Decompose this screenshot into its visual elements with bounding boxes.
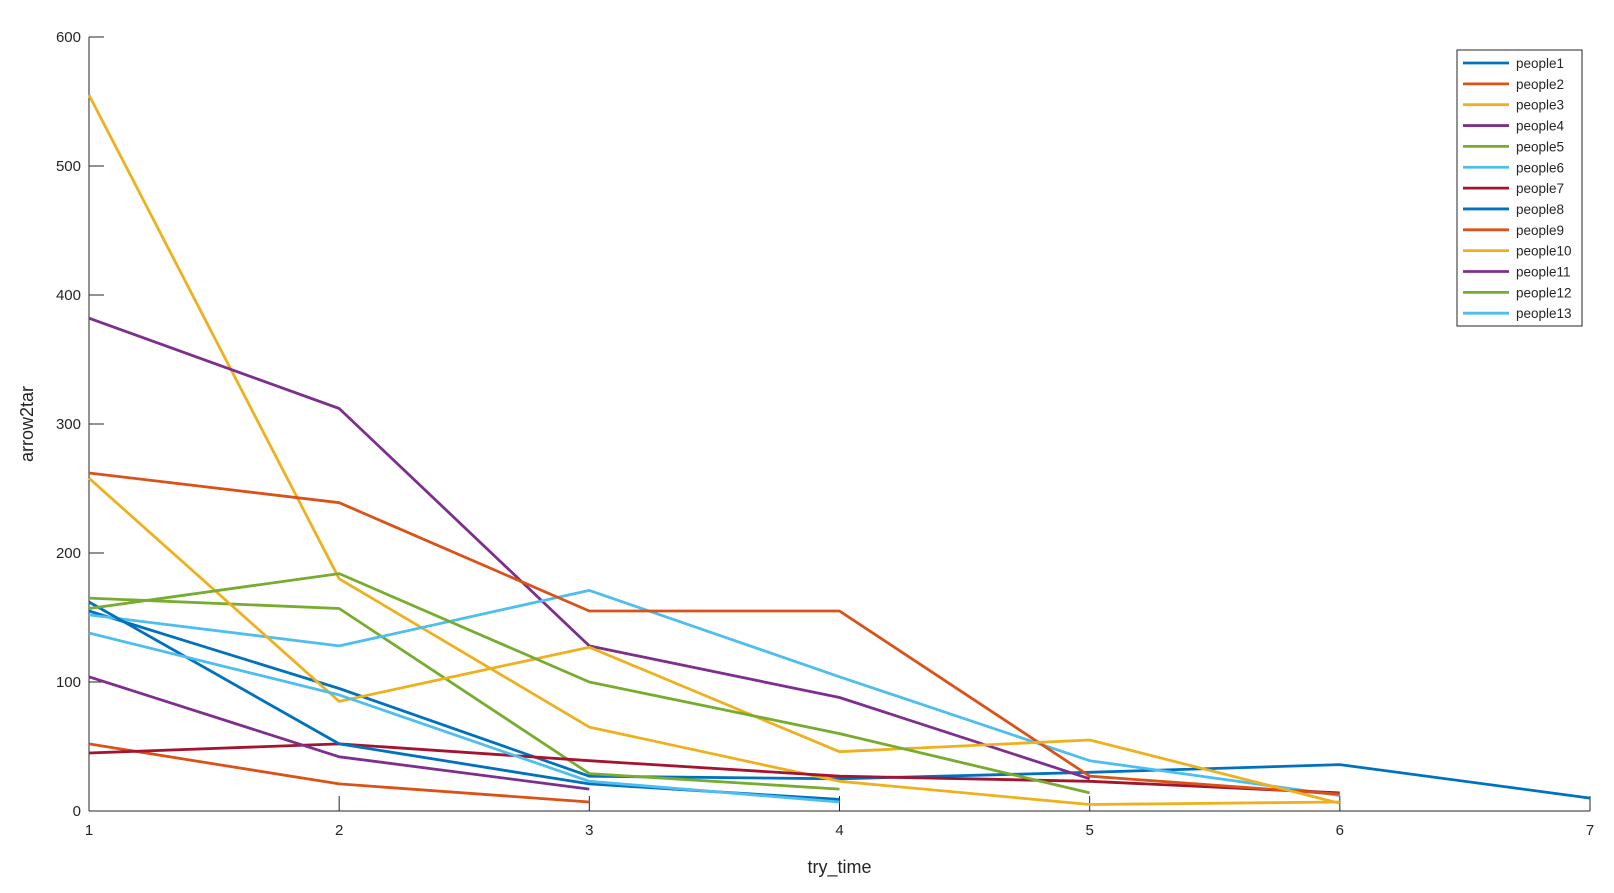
y-tick-label: 500 bbox=[56, 158, 81, 175]
legend-label: people4 bbox=[1516, 119, 1565, 134]
legend-entry: people3 bbox=[1463, 98, 1564, 113]
legend-entry: people12 bbox=[1463, 285, 1572, 300]
series-line-people1 bbox=[88, 609, 1591, 800]
legend-entry: people13 bbox=[1463, 306, 1572, 321]
x-tick-label: 1 bbox=[85, 822, 93, 839]
legend-entry: people8 bbox=[1463, 202, 1564, 217]
series-line-people5 bbox=[88, 596, 840, 791]
legend-label: people10 bbox=[1516, 244, 1572, 259]
legend-label: people8 bbox=[1516, 202, 1564, 217]
legend-label: people3 bbox=[1516, 98, 1564, 113]
series-line-people2 bbox=[88, 742, 590, 804]
series-line-people10 bbox=[88, 477, 1341, 805]
axes: 1 2 3 4 5 6 7 0 100 200 300 400 500 600 bbox=[56, 29, 1594, 839]
y-tick-label: 100 bbox=[56, 674, 81, 691]
legend-entry: people2 bbox=[1463, 77, 1564, 92]
legend: people1 people2 people3 people4 people5 peopl… bbox=[1456, 49, 1583, 327]
legend-entry: people11 bbox=[1463, 265, 1571, 280]
y-tick-label: 0 bbox=[73, 803, 81, 820]
x-axis-label: try_time bbox=[807, 857, 871, 878]
y-tick-label: 400 bbox=[56, 287, 81, 304]
series-line-people12 bbox=[88, 572, 1091, 795]
legend-label: people7 bbox=[1516, 181, 1564, 196]
x-tick-label: 6 bbox=[1336, 822, 1344, 839]
y-tick-label: 600 bbox=[56, 29, 81, 46]
x-tick-label: 3 bbox=[585, 822, 593, 839]
x-tick-label: 4 bbox=[835, 822, 843, 839]
legend-entry: people4 bbox=[1463, 119, 1565, 134]
x-tick-label: 5 bbox=[1085, 822, 1093, 839]
legend-label: people9 bbox=[1516, 223, 1564, 238]
legend-label: people13 bbox=[1516, 306, 1572, 321]
legend-entry: people5 bbox=[1463, 139, 1564, 154]
x-tick-label: 2 bbox=[335, 822, 343, 839]
legend-entry: people10 bbox=[1463, 244, 1572, 259]
legend-entry: people6 bbox=[1463, 160, 1564, 175]
x-tick-label: 7 bbox=[1586, 822, 1594, 839]
y-tick-label: 300 bbox=[56, 416, 81, 433]
series-line-people13 bbox=[88, 631, 840, 804]
legend-label: people5 bbox=[1516, 139, 1564, 154]
series-layer bbox=[87, 94, 1591, 806]
legend-label: people12 bbox=[1516, 285, 1572, 300]
legend-entry: people7 bbox=[1463, 181, 1564, 196]
legend-label: people11 bbox=[1516, 265, 1571, 280]
legend-label: people6 bbox=[1516, 160, 1564, 175]
series-line-people11 bbox=[88, 675, 590, 791]
legend-entry: people9 bbox=[1463, 223, 1564, 238]
y-axis-label: arrow2tar bbox=[17, 386, 37, 462]
y-tick-label: 200 bbox=[56, 545, 81, 562]
legend-label: people1 bbox=[1516, 56, 1564, 71]
series-line-people7 bbox=[88, 742, 1340, 795]
series-line-people6 bbox=[88, 589, 1340, 797]
legend-entry: people1 bbox=[1463, 56, 1564, 71]
series-line-people9 bbox=[88, 471, 1340, 796]
legend-label: people2 bbox=[1516, 77, 1564, 92]
